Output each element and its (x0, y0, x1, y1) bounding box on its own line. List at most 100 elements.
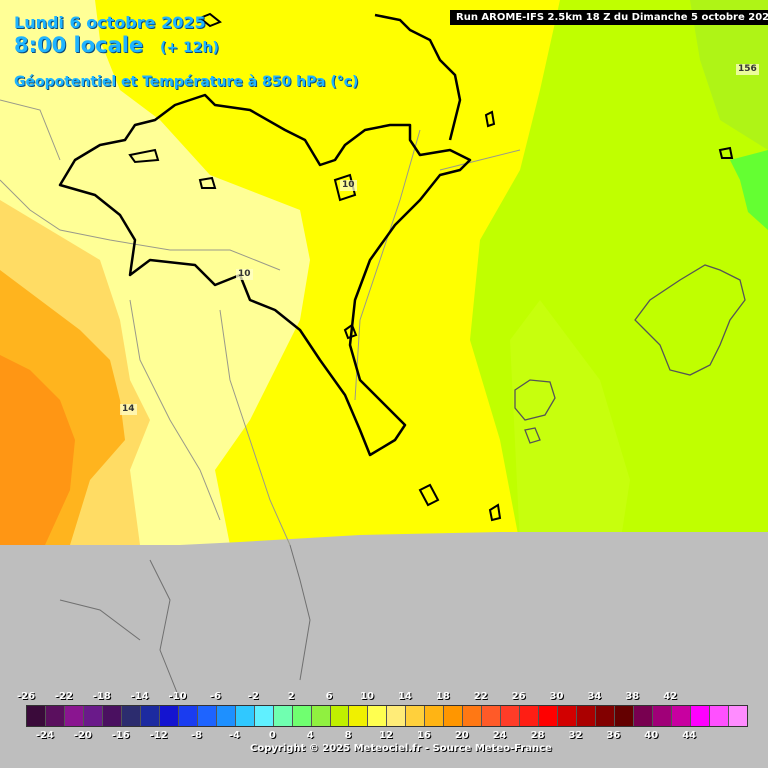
scale-tick-bottom: -16 (111, 730, 130, 741)
scale-tick-bottom: 44 (682, 730, 697, 741)
scale-cell (273, 706, 293, 726)
scale-cell (368, 706, 388, 726)
scale-tick-top: 26 (511, 691, 526, 702)
scale-cell (501, 706, 521, 726)
scale-tick-top: 38 (625, 691, 640, 702)
contour-label-1: 10 (340, 180, 357, 191)
forecast-time: 8:00 locale (14, 33, 144, 57)
scale-tick-bottom: -8 (190, 730, 203, 741)
scale-cell (425, 706, 445, 726)
contour-label-3: 14 (120, 404, 137, 415)
scale-tick-top: 42 (663, 691, 678, 702)
scale-cell (349, 706, 369, 726)
scale-tick-bottom: -20 (73, 730, 92, 741)
scale-cell (102, 706, 122, 726)
scale-tick-bottom: 20 (454, 730, 469, 741)
contour-label-4: 156 (736, 64, 759, 75)
scale-cell (45, 706, 65, 726)
scale-tick-top: -18 (92, 691, 111, 702)
coast-east (374, 13, 462, 141)
scale-cell (121, 706, 141, 726)
field-description: Géopotentiel et Température à 850 hPa (°… (14, 74, 359, 90)
scale-cell (197, 706, 217, 726)
scale-tick-bottom: 40 (644, 730, 659, 741)
scale-cell (159, 706, 179, 726)
warm-green-patch (730, 150, 768, 230)
islet-1 (128, 148, 160, 164)
scale-cell (709, 706, 729, 726)
scale-tick-bottom: 36 (606, 730, 621, 741)
scale-tick-top: -2 (247, 691, 259, 702)
scale-tick-bottom: -4 (228, 730, 240, 741)
borders-grey (59, 544, 311, 701)
islet-8 (418, 483, 440, 507)
scale-tick-bottom: -12 (149, 730, 168, 741)
scale-cell (178, 706, 198, 726)
islet-4 (198, 12, 222, 28)
scale-tick-top: 30 (549, 691, 564, 702)
contour-label-2: 10 (236, 269, 253, 280)
scale-tick-bottom: 0 (268, 730, 276, 741)
scale-cell (387, 706, 407, 726)
scale-tick-top: 22 (473, 691, 488, 702)
scale-tick-top: -6 (209, 691, 222, 702)
scale-tick-bottom: 16 (416, 730, 431, 741)
lime-field-2 (510, 300, 630, 545)
islet-2 (198, 176, 217, 189)
scale-tick-top: 2 (287, 691, 295, 702)
scale-tick-bottom: -24 (35, 730, 54, 741)
temperature-scale (26, 705, 748, 727)
scale-cell (83, 706, 103, 726)
scale-cell (140, 706, 160, 726)
scale-cell (671, 706, 691, 726)
land-outline (58, 93, 472, 457)
scale-cell (311, 706, 331, 726)
forecast-date: Lundi 6 octobre 2025 (14, 13, 206, 32)
scale-cell (482, 706, 502, 726)
scale-tick-top: -10 (168, 691, 187, 702)
scale-cell (444, 706, 464, 726)
island-tiny (524, 427, 541, 444)
island-large (634, 264, 746, 376)
islet-7 (343, 323, 358, 340)
scale-cell (463, 706, 483, 726)
forecast-offset: (+ 12h) (160, 40, 219, 56)
islet-3 (333, 173, 357, 202)
scale-cell (652, 706, 672, 726)
scale-tick-bottom: 32 (568, 730, 583, 741)
scale-cell (728, 706, 747, 726)
scale-cell (292, 706, 312, 726)
light-green-patch (690, 0, 768, 150)
islet-5 (484, 110, 496, 128)
scale-tick-top: 10 (360, 691, 375, 702)
scale-cell (64, 706, 84, 726)
island-small (514, 379, 556, 421)
scale-cell (216, 706, 236, 726)
scale-cell (27, 706, 46, 726)
scale-cell (690, 706, 710, 726)
no-data-edge (0, 532, 768, 560)
scale-cell (539, 706, 559, 726)
dark-orange-field (0, 355, 75, 545)
scale-cell (596, 706, 616, 726)
scale-tick-top: 6 (325, 691, 333, 702)
scale-cell (235, 706, 255, 726)
islet-9 (488, 503, 502, 522)
scale-cell (577, 706, 597, 726)
scale-tick-bottom: 24 (492, 730, 507, 741)
scale-tick-top: 14 (397, 691, 412, 702)
scale-tick-bottom: 8 (344, 730, 352, 741)
islet-6 (718, 146, 734, 159)
scale-tick-bottom: 12 (379, 730, 393, 741)
scale-cell (558, 706, 578, 726)
scale-tick-top: 18 (435, 691, 450, 702)
scale-tick-top: -22 (54, 691, 73, 702)
scale-cell (615, 706, 634, 726)
scale-tick-top: -26 (16, 691, 36, 702)
scale-cell (406, 706, 426, 726)
scale-tick-bottom: 28 (530, 730, 545, 741)
run-banner: Run AROME-IFS 2.5km 18 Z du Dimanche 5 o… (450, 10, 768, 25)
scale-cell (330, 706, 350, 726)
no-data-area (0, 545, 768, 768)
